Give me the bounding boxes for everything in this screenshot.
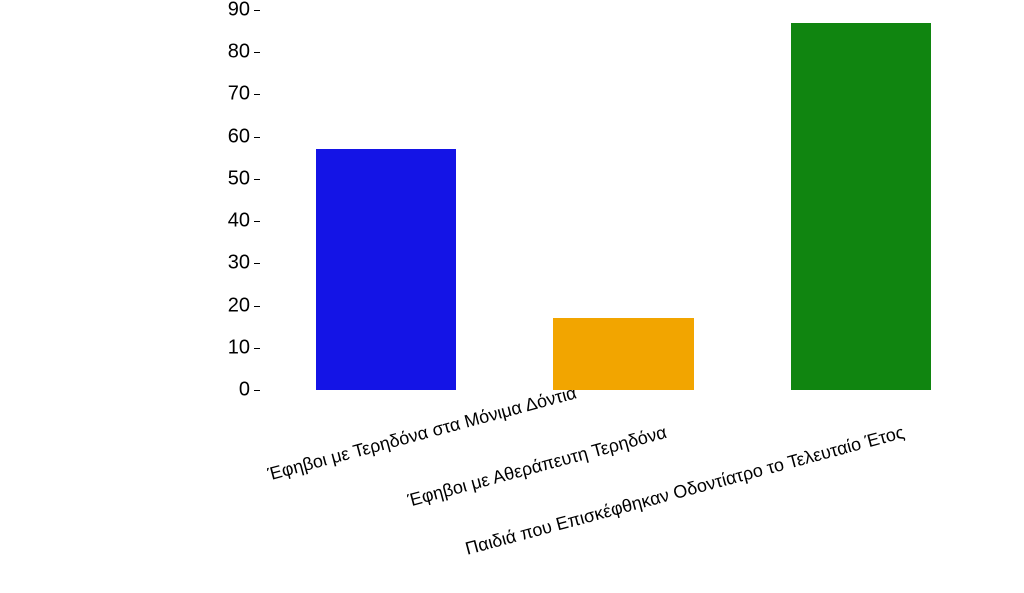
- y-tick-label: 50: [228, 167, 260, 190]
- bar: [553, 318, 693, 390]
- y-tick-label: 90: [228, 0, 260, 22]
- x-axis-label: Έφηβοι με Τερηδόνα στα Μόνιμα Δόντια: [266, 422, 432, 485]
- bar: [791, 23, 931, 390]
- y-tick-label: 80: [228, 41, 260, 64]
- x-axis-label: Έφηβοι με Αθεράπευτη Τερηδόνα: [274, 422, 669, 547]
- y-tick-label: 70: [228, 83, 260, 106]
- y-tick-label: 40: [228, 210, 260, 233]
- y-tick-label: 30: [228, 252, 260, 275]
- y-tick-label: 10: [228, 336, 260, 359]
- bar: [316, 149, 456, 390]
- y-tick-label: 0: [239, 379, 260, 402]
- plot-area: 0102030405060708090Έφηβοι με Τερηδόνα στ…: [260, 10, 980, 390]
- bar-chart: 0 10 20 30 40 50 60 70 80 90 Έφηβοι με Τερηδόνα στ…: [0, 0, 1024, 593]
- y-tick-label: 20: [228, 294, 260, 317]
- y-tick-label: 60: [228, 125, 260, 148]
